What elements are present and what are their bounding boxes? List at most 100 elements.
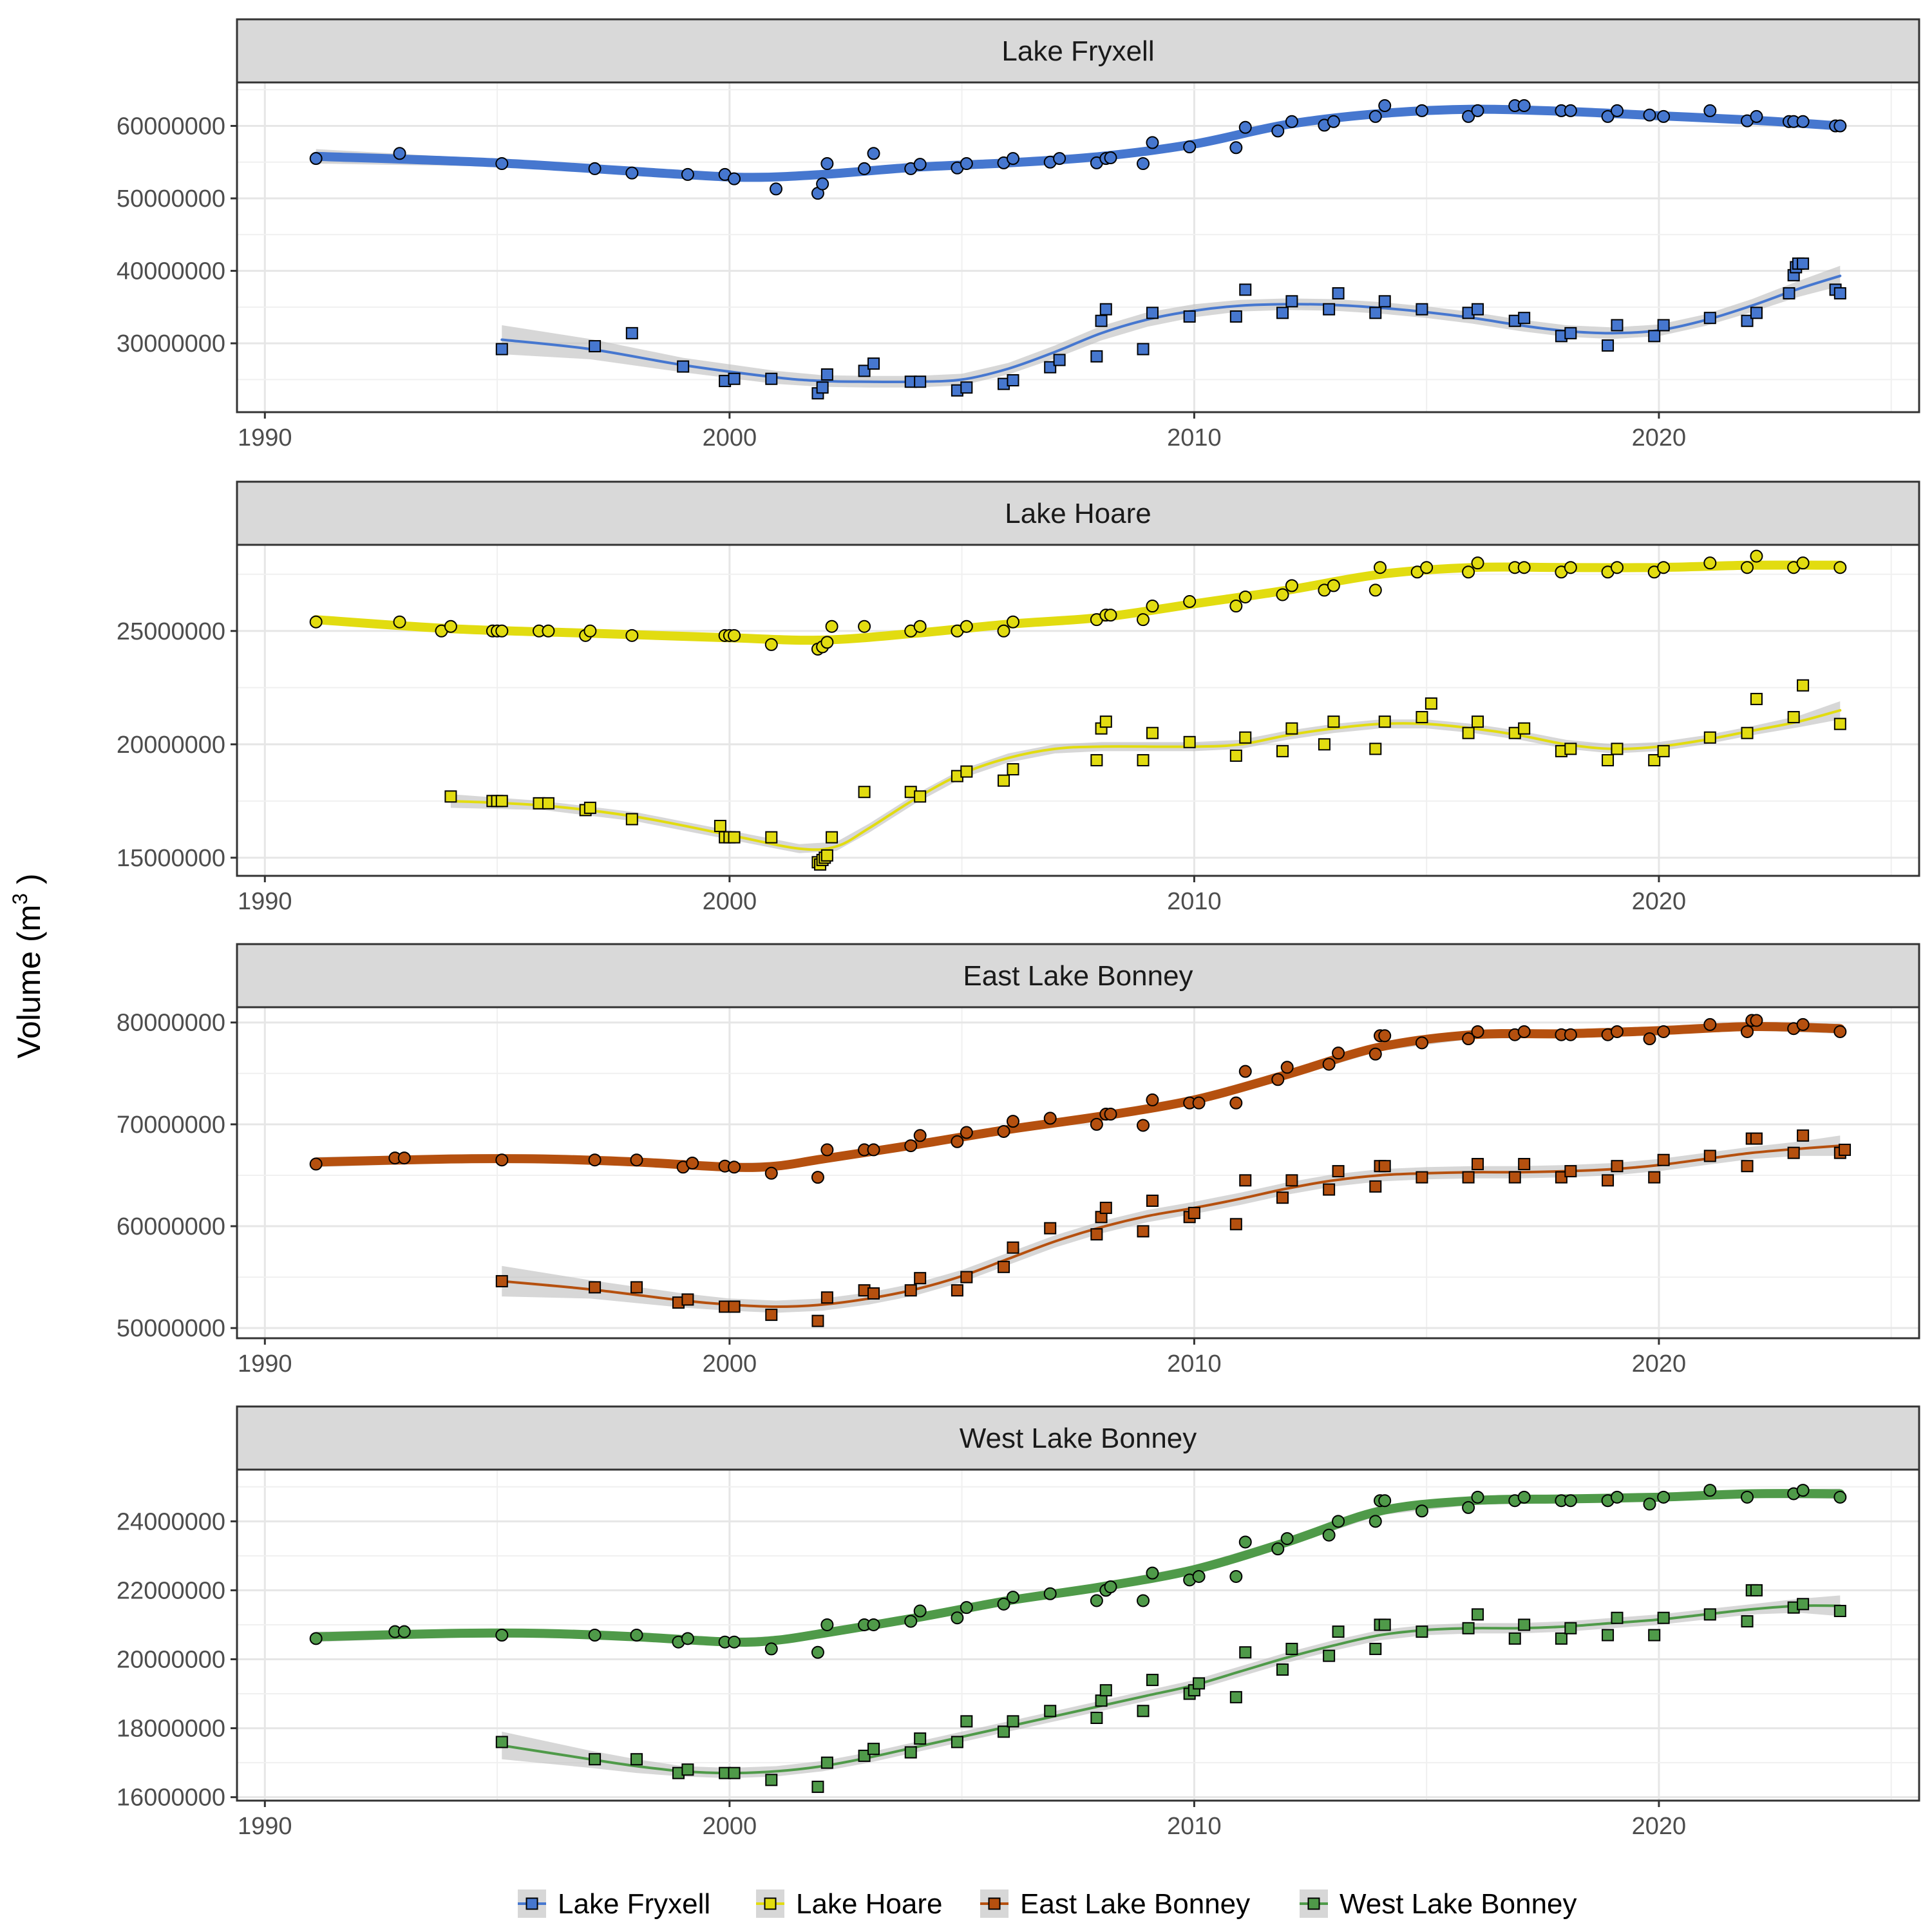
data-point [1415, 1036, 1428, 1050]
x-tick-label: 2010 [1167, 424, 1222, 451]
data-point [765, 372, 778, 385]
data-point [960, 620, 973, 633]
panel-strip [236, 18, 1920, 84]
data-point [913, 158, 927, 171]
data-point [1146, 1194, 1159, 1207]
data-point [1472, 715, 1484, 728]
data-point [1053, 152, 1066, 166]
data-point [728, 629, 741, 642]
data-point [867, 357, 880, 370]
data-point [1657, 744, 1670, 757]
data-point [1518, 1158, 1531, 1171]
data-point [765, 1774, 778, 1786]
data-point [1137, 1119, 1150, 1132]
x-tick-label: 1990 [238, 1813, 292, 1840]
data-point [1657, 561, 1671, 574]
data-point [1090, 1228, 1103, 1241]
data-point [960, 1126, 973, 1139]
data-point [1137, 1225, 1150, 1238]
y-axis-title-superscript: 3 [8, 893, 32, 905]
data-point [588, 1153, 601, 1167]
data-point [1368, 583, 1382, 597]
smoothed-fit-line [311, 1021, 1845, 1172]
data-point [495, 795, 508, 808]
data-point [913, 1604, 927, 1618]
data-point [681, 1632, 694, 1645]
series-circle [309, 99, 1847, 200]
x-tick-label: 2020 [1632, 1813, 1687, 1840]
data-point [1229, 1096, 1243, 1110]
data-point [816, 177, 829, 191]
data-point [997, 1597, 1010, 1611]
data-point [1462, 1171, 1475, 1184]
data-point [1043, 1112, 1057, 1125]
data-point [1099, 303, 1112, 316]
data-point [1374, 561, 1387, 574]
panel-lake-fryxell: Lake Fryxell 30000000 40000000 50000000 6000… [117, 18, 1920, 451]
x-tick-label: 2020 [1632, 1350, 1687, 1378]
plot-background [237, 1007, 1919, 1338]
data-point [1783, 287, 1795, 299]
panel-border [236, 1468, 1920, 1802]
data-point [764, 638, 778, 651]
data-point [1332, 287, 1345, 299]
data-point [542, 624, 555, 638]
data-point [1285, 722, 1298, 735]
data-point [1462, 109, 1475, 123]
data-point [867, 1618, 880, 1631]
data-point [951, 1611, 964, 1625]
panel-lake-hoare: Lake Hoare 15000000 20000000 25000000 1990 20… [117, 480, 1920, 915]
data-point [1183, 310, 1196, 323]
data-point [1564, 743, 1577, 755]
y-tick-label: 25000000 [117, 618, 225, 645]
data-point [1007, 374, 1019, 386]
data-point [1564, 1165, 1577, 1178]
data-point [1833, 717, 1846, 730]
data-point [960, 1601, 973, 1615]
data-point [998, 1260, 1010, 1273]
data-point [765, 1309, 778, 1321]
data-point [495, 1736, 508, 1748]
data-point [1007, 1715, 1019, 1728]
data-point [1643, 1032, 1656, 1046]
data-point [1327, 115, 1340, 128]
data-point [1657, 1490, 1671, 1504]
data-point [858, 620, 871, 633]
data-point [820, 1143, 834, 1157]
series-square [495, 257, 1846, 400]
y-tick-label: 50000000 [117, 1315, 225, 1342]
data-point [1238, 120, 1252, 134]
data-point [1610, 1025, 1624, 1038]
smoothed-fit-line [449, 709, 1842, 851]
confidence-band [502, 265, 1841, 388]
data-point [960, 381, 973, 394]
data-point [1044, 361, 1057, 374]
data-point [825, 620, 838, 633]
data-point [588, 1629, 601, 1642]
smoothed-fit-line [311, 1489, 1845, 1647]
y-tick-label: 60000000 [117, 1213, 225, 1240]
data-point [1602, 753, 1615, 766]
data-point [1833, 1605, 1846, 1618]
data-point [1099, 1202, 1112, 1215]
data-point [826, 831, 838, 844]
data-point [1797, 257, 1810, 270]
data-point [1378, 1029, 1392, 1043]
legend-label: East Lake Bonney [1020, 1888, 1250, 1920]
data-point [625, 629, 639, 642]
panel-border [236, 544, 1920, 877]
data-point [1327, 715, 1340, 728]
data-point [1517, 561, 1531, 574]
data-point [1602, 1629, 1615, 1642]
data-point [1229, 1569, 1243, 1583]
data-point [1750, 1132, 1763, 1145]
data-point [1741, 561, 1754, 574]
data-point [1703, 556, 1717, 570]
data-point [309, 152, 323, 166]
data-point [1044, 1222, 1057, 1235]
data-point [1229, 1690, 1242, 1703]
x-tick-label: 2000 [703, 424, 757, 451]
y-axis-title: Volume (m3 ) [8, 873, 47, 1058]
legend-key-marker [1307, 1897, 1320, 1910]
data-point [1750, 307, 1763, 319]
